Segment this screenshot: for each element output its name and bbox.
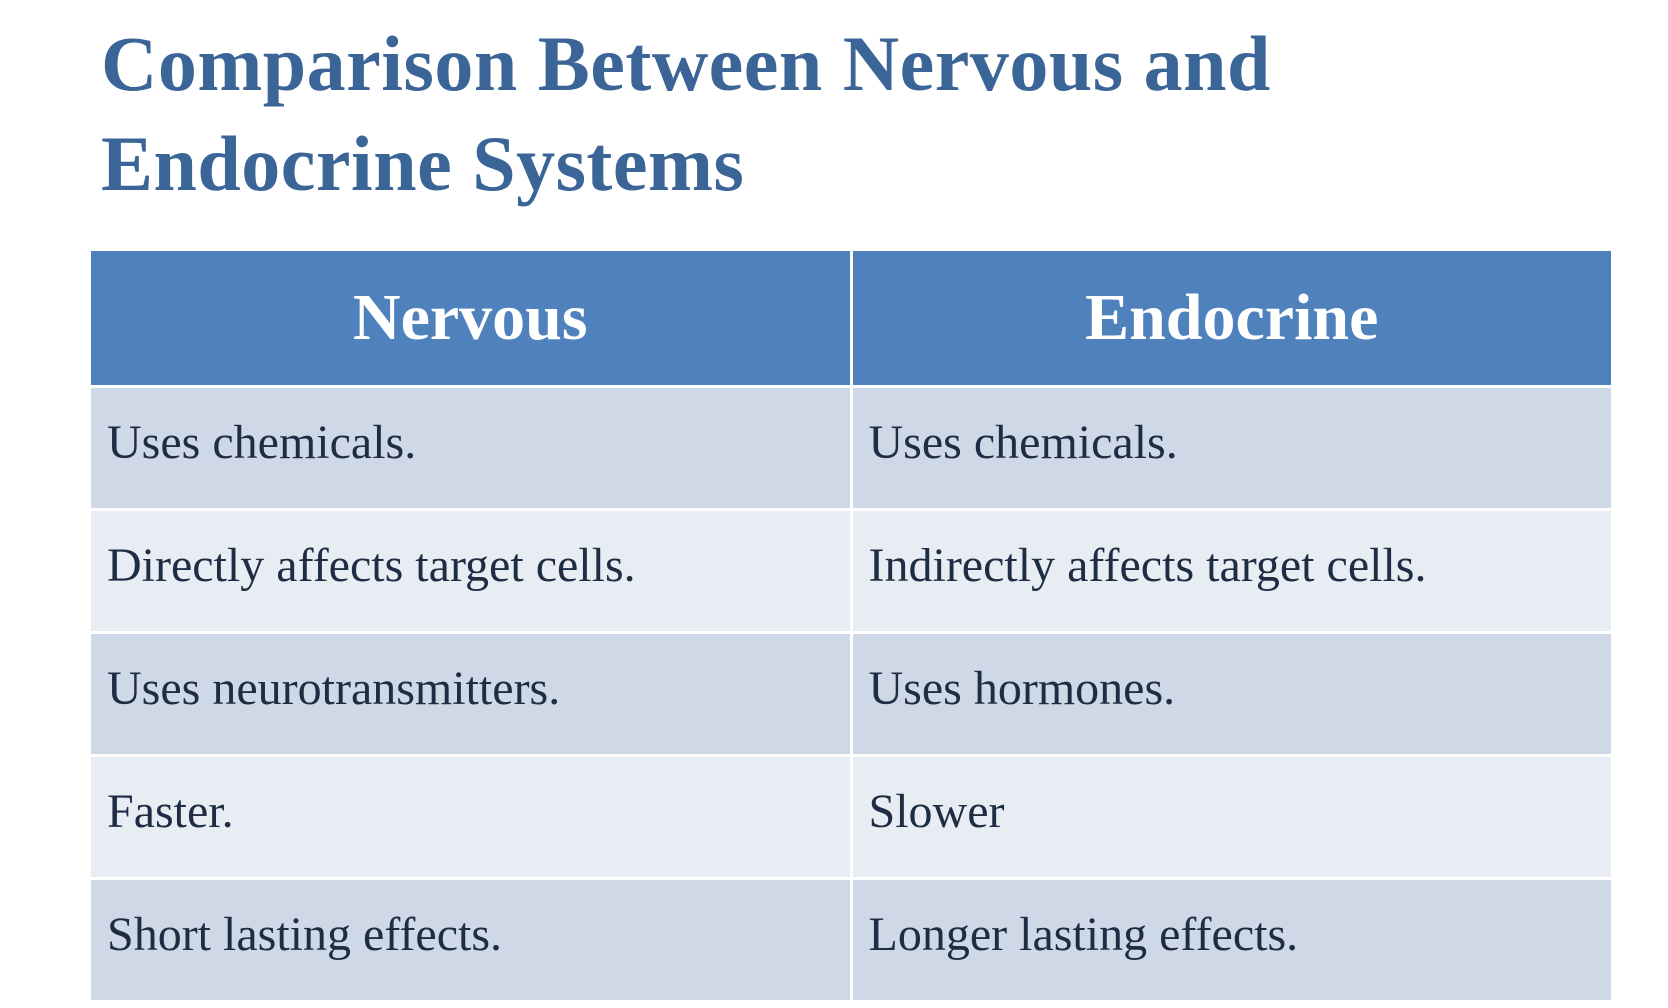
table-body: Uses chemicals. Uses chemicals. Directly a… xyxy=(88,385,1614,1003)
table-row: Uses neurotransmitters. Uses hormones. xyxy=(88,631,1614,757)
table-cell: Faster. xyxy=(88,754,853,880)
table-cell: Uses chemicals. xyxy=(88,385,853,511)
header-cell: Endocrine xyxy=(849,248,1614,388)
table-row: Uses chemicals. Uses chemicals. xyxy=(88,385,1614,511)
table-head: Nervous Endocrine xyxy=(88,248,1614,388)
title: Comparison Between Nervous and Endocrine… xyxy=(101,20,1271,207)
comparison-table: Nervous Endocrine Uses chemicals. Uses che… xyxy=(88,248,1614,1003)
header-cell: Nervous xyxy=(88,248,853,388)
table-row: Faster. Slower xyxy=(88,754,1614,880)
table-cell: Indirectly affects target cells. xyxy=(849,508,1614,634)
table-cell: Directly affects target cells. xyxy=(88,508,853,634)
table-cell: Longer lasting effects. xyxy=(849,877,1614,1003)
table-cell: Uses hormones. xyxy=(849,631,1614,757)
table-cell: Uses neurotransmitters. xyxy=(88,631,853,757)
table-row: Directly affects target cells. Indirectly… xyxy=(88,508,1614,634)
table-cell: Slower xyxy=(849,754,1614,880)
table-cell: Short lasting effects. xyxy=(88,877,853,1003)
table-row: Short lasting effects. Longer lasting eff… xyxy=(88,877,1614,1003)
table-cell: Uses chemicals. xyxy=(849,385,1614,511)
header-row: Nervous Endocrine xyxy=(88,248,1614,388)
